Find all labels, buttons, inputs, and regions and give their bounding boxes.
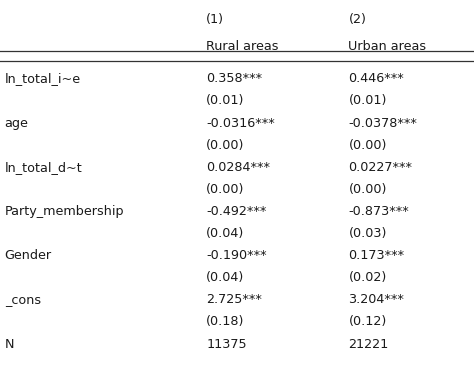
Text: Urban areas: Urban areas <box>348 40 427 53</box>
Text: ln_total_d~t: ln_total_d~t <box>5 161 82 174</box>
Text: (0.03): (0.03) <box>348 227 387 240</box>
Text: (0.00): (0.00) <box>348 139 387 152</box>
Text: -0.0378***: -0.0378*** <box>348 117 417 130</box>
Text: 0.0227***: 0.0227*** <box>348 161 412 174</box>
Text: (1): (1) <box>206 13 224 26</box>
Text: 11375: 11375 <box>206 338 247 351</box>
Text: (2): (2) <box>348 13 366 26</box>
Text: 3.204***: 3.204*** <box>348 293 404 306</box>
Text: 0.358***: 0.358*** <box>206 72 262 85</box>
Text: (0.04): (0.04) <box>206 227 245 240</box>
Text: -0.190***: -0.190*** <box>206 249 267 262</box>
Text: 2.725***: 2.725*** <box>206 293 262 306</box>
Text: Party_membership: Party_membership <box>5 205 124 218</box>
Text: age: age <box>5 117 28 130</box>
Text: Rural areas: Rural areas <box>206 40 279 53</box>
Text: -0.0316***: -0.0316*** <box>206 117 275 130</box>
Text: (0.04): (0.04) <box>206 271 245 284</box>
Text: (0.00): (0.00) <box>206 139 245 152</box>
Text: (0.01): (0.01) <box>348 94 387 107</box>
Text: (0.12): (0.12) <box>348 315 387 328</box>
Text: (0.00): (0.00) <box>348 183 387 196</box>
Text: (0.01): (0.01) <box>206 94 245 107</box>
Text: _cons: _cons <box>5 293 41 306</box>
Text: (0.00): (0.00) <box>206 183 245 196</box>
Text: -0.873***: -0.873*** <box>348 205 409 218</box>
Text: 21221: 21221 <box>348 338 389 351</box>
Text: 0.173***: 0.173*** <box>348 249 404 262</box>
Text: -0.492***: -0.492*** <box>206 205 266 218</box>
Text: Gender: Gender <box>5 249 52 262</box>
Text: 0.0284***: 0.0284*** <box>206 161 270 174</box>
Text: 0.446***: 0.446*** <box>348 72 404 85</box>
Text: (0.02): (0.02) <box>348 271 387 284</box>
Text: (0.18): (0.18) <box>206 315 245 328</box>
Text: ln_total_i~e: ln_total_i~e <box>5 72 81 85</box>
Text: N: N <box>5 338 14 351</box>
